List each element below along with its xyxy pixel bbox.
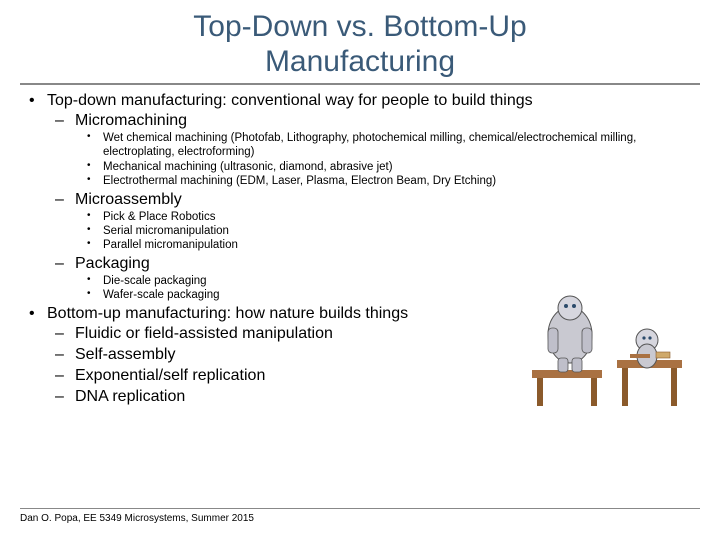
- slide-footer: Dan O. Popa, EE 5349 Microsystems, Summe…: [20, 508, 700, 524]
- item-wetchem: Wet chemical machining (Photofab, Lithog…: [75, 131, 695, 160]
- title-line1: Top-Down vs. Bottom-Up: [193, 10, 526, 43]
- item-pickplace: Pick & Place Robotics: [75, 210, 695, 224]
- slide-title: Top-Down vs. Bottom-Up Manufacturing: [0, 0, 720, 79]
- sub-microassembly: Microassembly Pick & Place Robotics Seri…: [47, 190, 695, 253]
- bullet-topdown: Top-down manufacturing: conventional way…: [25, 91, 695, 302]
- item-mechanical: Mechanical machining (ultrasonic, diamon…: [75, 160, 695, 174]
- robot-illustration: [522, 280, 692, 410]
- sub-micromachining: Micromachining Wet chemical machining (P…: [47, 111, 695, 189]
- item-serial: Serial micromanipulation: [75, 224, 695, 238]
- item-parallel: Parallel micromanipulation: [75, 238, 695, 252]
- bullet-bottomup-text: Bottom-up manufacturing: how nature buil…: [47, 305, 408, 322]
- title-line2: Manufacturing: [265, 45, 455, 78]
- bullet-topdown-text: Top-down manufacturing: conventional way…: [47, 92, 533, 109]
- item-electrothermal: Electrothermal machining (EDM, Laser, Pl…: [75, 174, 695, 188]
